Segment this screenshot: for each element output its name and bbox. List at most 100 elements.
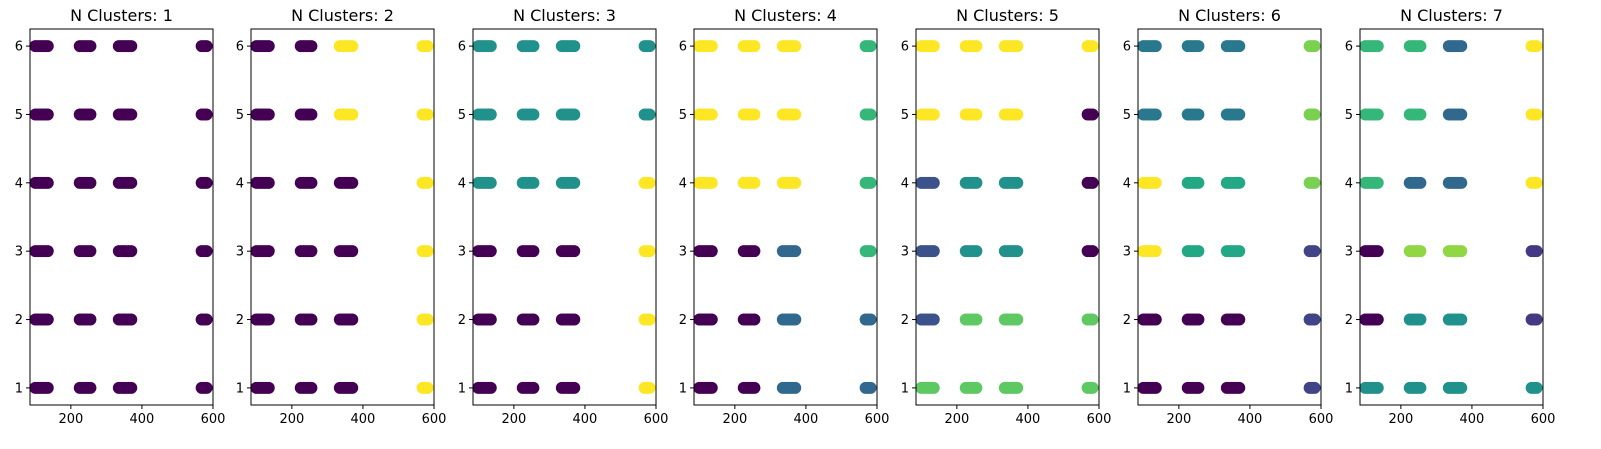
x-tick-label: 200 <box>722 412 747 427</box>
x-tick-label: 200 <box>1388 412 1413 427</box>
data-point <box>1371 176 1384 189</box>
panel-title: N Clusters: 2 <box>291 6 394 25</box>
y-tick-label: 5 <box>1123 108 1131 123</box>
data-point <box>789 40 802 53</box>
y-tick-label: 6 <box>236 40 244 55</box>
data-point <box>527 108 540 121</box>
data-point <box>789 245 802 258</box>
data-point <box>643 108 656 121</box>
axes-frame <box>693 28 878 406</box>
data-point <box>421 313 434 326</box>
data-point <box>1233 313 1246 326</box>
y-tick-label: 1 <box>1345 381 1353 396</box>
y-tick-label: 5 <box>236 108 244 123</box>
scatter-points <box>915 40 1099 394</box>
data-point <box>421 108 434 121</box>
data-point <box>864 381 877 394</box>
y-tick-label: 3 <box>1123 245 1131 260</box>
y-tick-label: 4 <box>458 176 466 191</box>
data-point <box>1308 313 1321 326</box>
data-point <box>527 381 540 394</box>
data-point <box>484 176 497 189</box>
y-tick-label: 5 <box>679 108 687 123</box>
data-point <box>346 381 359 394</box>
data-point <box>568 381 581 394</box>
data-point <box>484 313 497 326</box>
data-point <box>346 40 359 53</box>
y-tick-label: 1 <box>236 381 244 396</box>
x-tick-label: 400 <box>351 412 376 427</box>
data-point <box>748 108 761 121</box>
data-point <box>305 108 318 121</box>
data-point <box>789 381 802 394</box>
data-point <box>41 313 54 326</box>
data-point <box>864 40 877 53</box>
x-tick-label: 600 <box>422 412 447 427</box>
y-tick-label: 2 <box>15 313 23 328</box>
data-point <box>200 108 213 121</box>
data-point <box>568 108 581 121</box>
x-tick-label: 400 <box>130 412 155 427</box>
data-point <box>927 40 940 53</box>
scatter-points <box>693 40 877 394</box>
data-point <box>643 313 656 326</box>
data-point <box>346 108 359 121</box>
data-point <box>1371 108 1384 121</box>
data-point <box>41 176 54 189</box>
y-tick-label: 2 <box>1123 313 1131 328</box>
y-tick-label: 1 <box>15 381 23 396</box>
panel-title: N Clusters: 7 <box>1400 6 1503 25</box>
y-tick-label: 2 <box>901 313 909 328</box>
x-tick-label: 400 <box>573 412 598 427</box>
data-point <box>1530 313 1543 326</box>
data-point <box>346 245 359 258</box>
y-tick-label: 4 <box>679 176 687 191</box>
data-point <box>527 176 540 189</box>
data-point <box>1371 40 1384 53</box>
y-tick-label: 2 <box>1345 313 1353 328</box>
y-tick-label: 6 <box>458 40 466 55</box>
scatter-panel-7: N Clusters: 7 200 400 600 1 2 3 4 5 6 <box>1345 6 1556 427</box>
data-point <box>200 245 213 258</box>
data-point <box>262 245 275 258</box>
data-point <box>125 245 138 258</box>
y-tick-label: 5 <box>901 108 909 123</box>
y-tick-label: 1 <box>458 381 466 396</box>
x-tick-label: 200 <box>1166 412 1191 427</box>
data-point <box>1192 245 1205 258</box>
scatter-panel-1: N Clusters: 1 200 400 600 1 2 3 4 5 6 <box>15 6 226 427</box>
data-point <box>970 245 983 258</box>
data-point <box>262 313 275 326</box>
data-point <box>1414 108 1427 121</box>
scatter-panel-6: N Clusters: 6 200 400 600 1 2 3 4 5 6 <box>1123 6 1334 427</box>
data-point <box>1233 108 1246 121</box>
x-tick-label: 600 <box>1309 412 1334 427</box>
x-tick-label: 600 <box>644 412 669 427</box>
y-tick-label: 4 <box>1123 176 1131 191</box>
data-point <box>527 313 540 326</box>
data-point <box>748 381 761 394</box>
y-tick-label: 6 <box>1345 40 1353 55</box>
data-point <box>1233 40 1246 53</box>
data-point <box>200 40 213 53</box>
data-point <box>305 313 318 326</box>
data-point <box>1414 245 1427 258</box>
data-point <box>568 40 581 53</box>
data-point <box>1371 245 1384 258</box>
x-tick-label: 600 <box>201 412 226 427</box>
data-point <box>789 176 802 189</box>
data-point <box>927 245 940 258</box>
data-point <box>484 245 497 258</box>
y-tick-label: 4 <box>15 176 23 191</box>
data-point <box>421 245 434 258</box>
data-point <box>1530 381 1543 394</box>
x-tick-label: 200 <box>58 412 83 427</box>
data-point <box>84 108 97 121</box>
y-tick-label: 6 <box>901 40 909 55</box>
data-point <box>41 40 54 53</box>
data-point <box>262 381 275 394</box>
scatter-panel-5: N Clusters: 5 200 400 600 1 2 3 4 5 6 <box>901 6 1112 427</box>
axes-frame <box>1359 28 1544 406</box>
data-point <box>789 313 802 326</box>
